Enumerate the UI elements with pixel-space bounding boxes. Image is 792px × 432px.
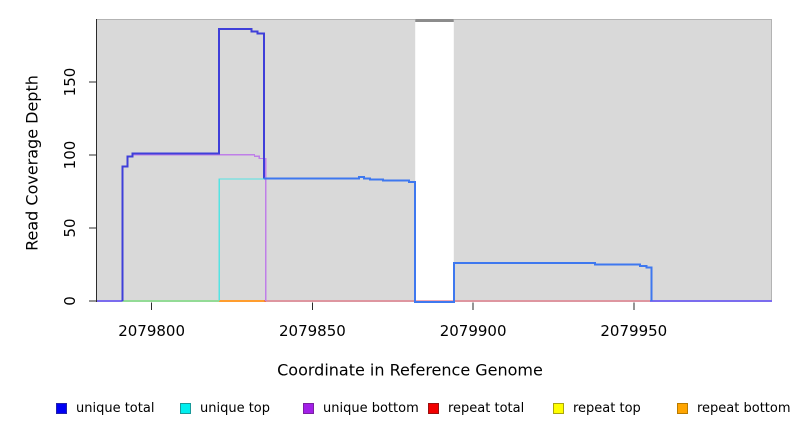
y-tick-label: 100	[61, 140, 79, 170]
legend-label: repeat top	[573, 400, 641, 416]
legend-label: repeat total	[448, 400, 525, 416]
legend-item-unique-top: unique top	[180, 400, 270, 416]
unique-bottom-swatch-icon	[303, 402, 314, 414]
series-line-9	[264, 176, 653, 303]
masked-region	[415, 19, 454, 302]
y-tick-label: 0	[61, 296, 79, 306]
repeat-bottom-swatch-icon	[677, 402, 688, 414]
y-tick-label: 50	[61, 218, 79, 238]
x-axis-label: Coordinate in Reference Genome	[277, 360, 543, 380]
unique-top-swatch-icon	[180, 402, 191, 414]
masked-region-top-bar	[415, 19, 454, 22]
repeat-total-swatch-icon	[428, 402, 439, 414]
legend-label: unique bottom	[323, 400, 419, 416]
legend-label: unique total	[76, 400, 155, 416]
legend-item-unique-total: unique total	[56, 400, 154, 416]
series-line-7	[132, 154, 267, 301]
x-tick-label: 2079950	[600, 322, 668, 340]
unique-total-swatch-icon	[56, 402, 67, 414]
legend-item-unique-bottom: unique bottom	[303, 400, 419, 416]
legend-item-repeat-total: repeat total	[428, 400, 524, 416]
legend-item-repeat-bottom: repeat bottom	[677, 400, 791, 416]
y-tick-label: 150	[61, 67, 79, 97]
repeat-top-swatch-icon	[553, 402, 564, 414]
x-tick-label: 2079800	[118, 322, 185, 340]
legend-item-repeat-top: repeat top	[553, 400, 641, 416]
x-tick-label: 2079850	[278, 322, 346, 340]
series-line-6	[218, 178, 266, 301]
x-tick-label: 2079900	[439, 322, 507, 340]
legend-label: repeat bottom	[697, 400, 791, 416]
legend-label: unique top	[200, 400, 271, 416]
series-line-8	[121, 28, 266, 301]
y-axis-label: Read Coverage Depth	[22, 75, 42, 251]
